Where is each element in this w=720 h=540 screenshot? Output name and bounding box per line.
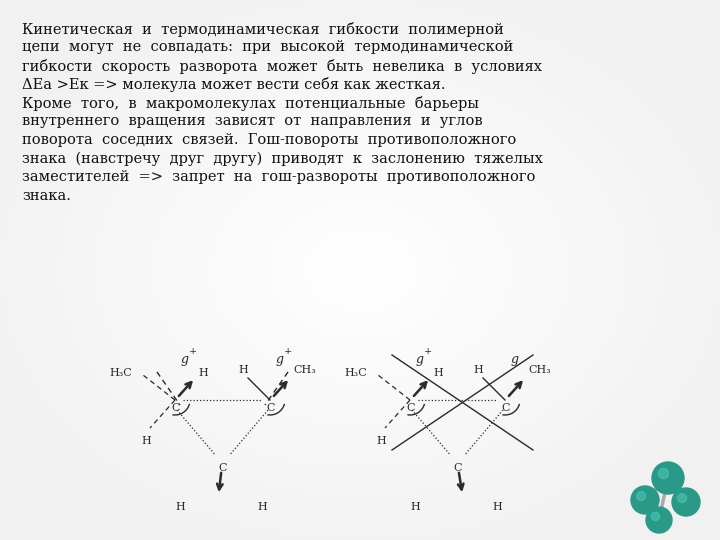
Circle shape [651,512,660,521]
Text: H: H [433,368,443,378]
Text: C: C [266,403,274,413]
Text: H: H [238,365,248,375]
Circle shape [646,507,672,533]
Text: C: C [171,403,179,413]
Text: Кинетическая  и  термодинамическая  гибкости  полимерной: Кинетическая и термодинамическая гибкост… [22,22,504,37]
Text: C: C [501,403,510,413]
Circle shape [636,491,646,501]
Text: C: C [454,463,462,473]
Circle shape [678,494,687,503]
Text: знака  (навстречу  друг  другу)  приводят  к  заслонению  тяжелых: знака (навстречу друг другу) приводят к … [22,152,543,166]
Text: C: C [406,403,415,413]
Text: Кроме  того,  в  макромолекулах  потенциальные  барьеры: Кроме того, в макромолекулах потенциальн… [22,96,479,111]
Text: цепи  могут  не  совпадать:  при  высокой  термодинамической: цепи могут не совпадать: при высокой тер… [22,40,513,55]
Text: g: g [276,354,284,367]
Text: внутреннего  вращения  зависят  от  направления  и  углов: внутреннего вращения зависят от направле… [22,114,482,129]
Text: C: C [218,463,227,473]
Circle shape [652,462,684,494]
Text: H: H [376,436,386,446]
Text: поворота  соседних  связей.  Гош-повороты  противоположного: поворота соседних связей. Гош-повороты п… [22,133,516,147]
Text: H: H [473,365,483,375]
Text: H₃C: H₃C [109,368,132,378]
Text: знака.: знака. [22,188,71,202]
Text: CH₃: CH₃ [293,365,316,375]
Text: H₃C: H₃C [345,368,367,378]
Text: H: H [492,502,502,512]
Text: CH₃: CH₃ [528,365,551,375]
Text: H: H [198,368,208,378]
Text: +: + [424,347,432,356]
Text: g: g [511,354,519,367]
Text: заместителей  =>  запрет  на  гош-развороты  противоположного: заместителей => запрет на гош-развороты … [22,170,536,184]
Text: H: H [175,502,185,512]
Text: g: g [181,354,189,367]
Text: ΔEa >Ек => молекула может вести себя как жесткая.: ΔEa >Ек => молекула может вести себя как… [22,78,446,92]
Circle shape [672,488,700,516]
Text: +: + [284,347,292,356]
Text: H: H [410,502,420,512]
Text: g: g [416,354,424,367]
Circle shape [658,468,669,478]
Circle shape [631,486,659,514]
Text: H: H [257,502,267,512]
Text: гибкости  скорость  разворота  может  быть  невелика  в  условиях: гибкости скорость разворота может быть н… [22,59,542,74]
Text: +: + [189,347,197,356]
Text: H: H [141,436,151,446]
